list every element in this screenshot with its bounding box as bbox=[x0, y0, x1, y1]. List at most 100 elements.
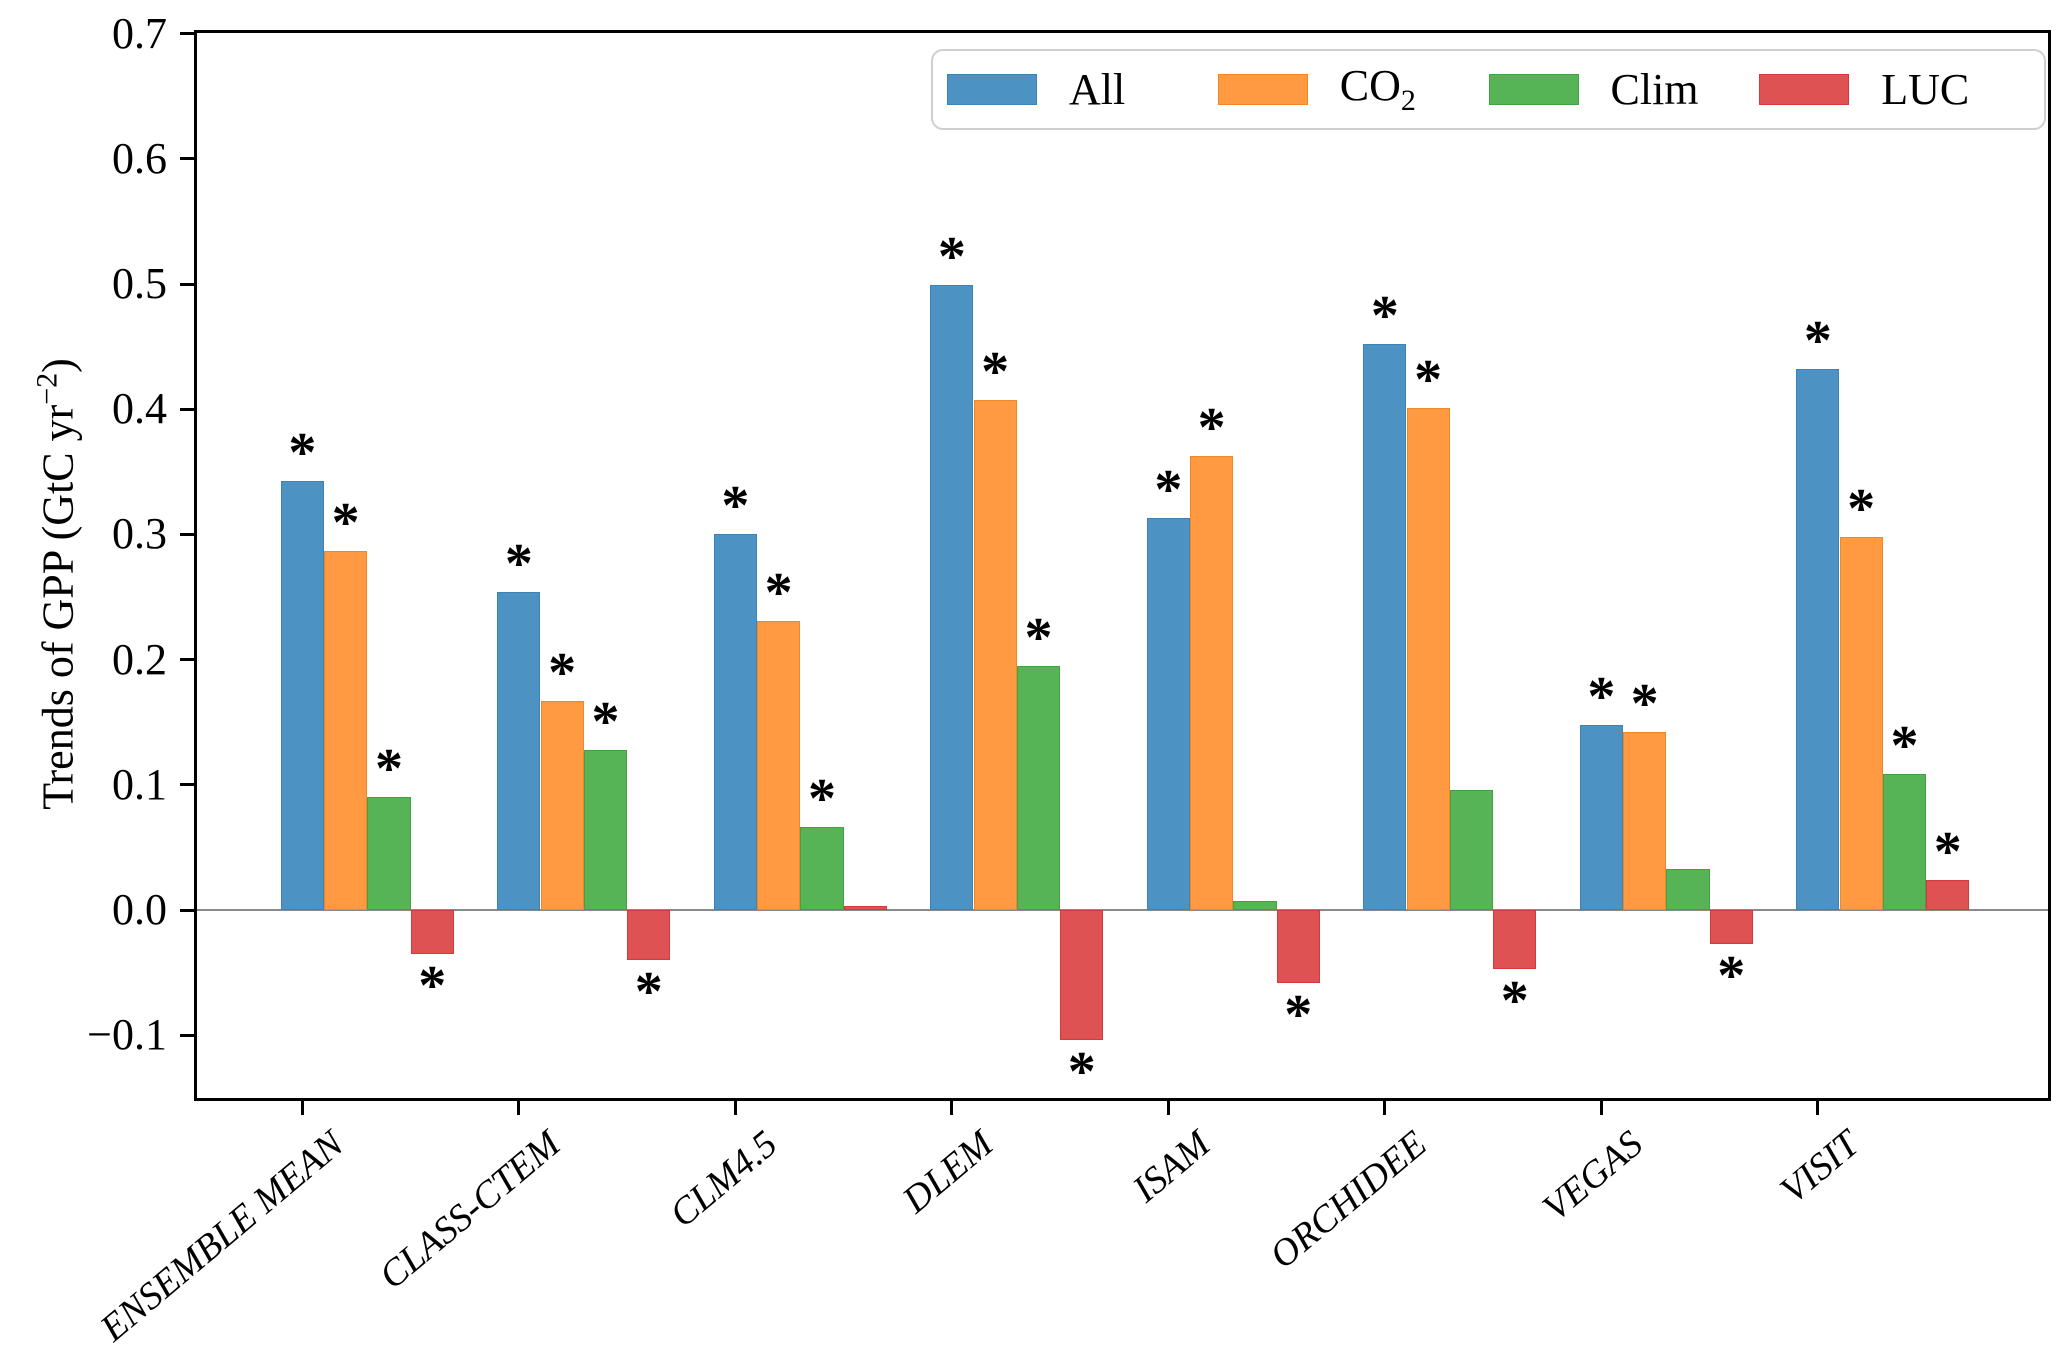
x-tick-label-class-ctem: CLASS-CTEM bbox=[371, 1122, 569, 1298]
bar-all-ensemble-mean bbox=[280, 480, 324, 910]
y-tick-label: 0.2 bbox=[112, 634, 167, 684]
significance-asterisk: * bbox=[288, 421, 317, 484]
legend-label-luc: LUC bbox=[1881, 64, 1970, 114]
significance-asterisk: * bbox=[548, 641, 577, 704]
y-tick-label: 0.0 bbox=[112, 885, 167, 934]
bar-all-vegas bbox=[1579, 724, 1623, 910]
y-tick-label: −0.1 bbox=[87, 1010, 167, 1060]
bar-luc-visit bbox=[1926, 879, 1970, 910]
x-tick-mark bbox=[1166, 1101, 1170, 1115]
y-tick-mark bbox=[180, 32, 194, 36]
bar-co2-class-ctem bbox=[540, 700, 584, 910]
y-tick-label: 0.1 bbox=[112, 759, 167, 809]
y-tick-mark bbox=[180, 532, 194, 536]
x-tick-mark bbox=[300, 1101, 304, 1115]
bar-luc-orchidee bbox=[1493, 910, 1537, 969]
significance-asterisk: * bbox=[1933, 820, 1962, 883]
x-tick-label-vegas: VEGAS bbox=[1535, 1122, 1651, 1230]
y-axis-label-text: Trends of GPP (GtC yr bbox=[33, 404, 83, 810]
bar-co2-ensemble-mean bbox=[324, 550, 368, 910]
significance-asterisk: * bbox=[1370, 285, 1399, 348]
zero-line bbox=[197, 909, 2048, 911]
x-tick-label-clm4-5: CLM4.5 bbox=[661, 1122, 785, 1236]
bar-co2-vegas bbox=[1623, 732, 1667, 910]
y-tick-label: 0.6 bbox=[112, 133, 167, 183]
x-tick-label-isam: ISAM bbox=[1124, 1122, 1218, 1211]
legend-label-subscript: 2 bbox=[1400, 83, 1416, 117]
bar-co2-isam bbox=[1190, 455, 1234, 910]
significance-asterisk: * bbox=[1067, 1041, 1096, 1104]
x-tick-mark bbox=[517, 1101, 521, 1115]
y-tick-mark bbox=[180, 407, 194, 411]
x-tick-label-visit: VISIT bbox=[1772, 1122, 1868, 1212]
x-tick-label-ensemble-mean: ENSEMBLE MEAN bbox=[92, 1122, 352, 1350]
significance-asterisk: * bbox=[1024, 606, 1053, 669]
significance-asterisk: * bbox=[1284, 983, 1313, 1046]
significance-asterisk: * bbox=[1414, 348, 1443, 411]
bar-all-dlem bbox=[930, 285, 974, 910]
legend-swatch-clim bbox=[1488, 74, 1579, 105]
y-axis-label-suffix: ) bbox=[33, 358, 83, 373]
legend-label-co2: CO2 bbox=[1339, 60, 1416, 117]
legend-item-all: All bbox=[947, 67, 1218, 112]
x-tick-mark bbox=[950, 1101, 954, 1115]
y-tick-mark bbox=[180, 783, 194, 787]
legend-swatch-co2 bbox=[1217, 73, 1308, 105]
bar-luc-ensemble-mean bbox=[410, 910, 454, 954]
x-tick-mark bbox=[1383, 1101, 1387, 1115]
bar-clim-clm4-5 bbox=[800, 827, 844, 910]
significance-asterisk: * bbox=[1154, 459, 1183, 522]
y-tick-mark bbox=[180, 1033, 194, 1037]
legend-label-clim: Clim bbox=[1610, 64, 1699, 114]
significance-asterisk: * bbox=[1587, 665, 1616, 728]
significance-asterisk: * bbox=[1717, 944, 1746, 1007]
y-tick-mark bbox=[180, 658, 194, 662]
bar-luc-dlem bbox=[1060, 910, 1104, 1041]
legend-swatch-luc bbox=[1759, 74, 1850, 105]
bar-all-visit bbox=[1796, 369, 1840, 910]
y-tick-label: 0.7 bbox=[112, 8, 167, 58]
significance-asterisk: * bbox=[1803, 310, 1832, 373]
legend-item-clim: Clim bbox=[1488, 64, 1760, 114]
y-tick-mark bbox=[180, 908, 194, 912]
bar-all-isam bbox=[1146, 518, 1190, 910]
bar-clim-dlem bbox=[1016, 665, 1061, 910]
significance-asterisk: * bbox=[1847, 477, 1876, 540]
significance-asterisk: * bbox=[1500, 969, 1529, 1032]
bar-co2-clm4-5 bbox=[757, 620, 801, 910]
bar-clim-orchidee bbox=[1449, 789, 1494, 910]
y-tick-label: 0.4 bbox=[112, 384, 167, 434]
gpp-trends-bar-chart: Trends of GPP (GtC yr−2) * * * * * * * * * * * * * * *… bbox=[31, 8, 2051, 1350]
plot-area: * * * * * * * * * * * * * * * * * * * * * * * * * * * * bbox=[197, 33, 2048, 1104]
significance-asterisk: * bbox=[807, 768, 836, 831]
bar-luc-clm4-5 bbox=[843, 906, 887, 910]
bar-luc-vegas bbox=[1709, 910, 1753, 944]
significance-asterisk: * bbox=[721, 475, 750, 538]
legend-item-luc: LUC bbox=[1759, 64, 2030, 114]
x-tick-label-dlem: DLEM bbox=[895, 1122, 1002, 1222]
significance-asterisk: * bbox=[937, 226, 966, 289]
significance-asterisk: * bbox=[504, 532, 533, 595]
significance-asterisk: * bbox=[1197, 396, 1226, 459]
legend-swatch-all bbox=[947, 74, 1037, 105]
bar-all-clm4-5 bbox=[713, 534, 757, 910]
y-tick-label: 0.3 bbox=[112, 509, 167, 559]
x-tick-mark bbox=[733, 1101, 737, 1115]
x-tick-mark bbox=[1816, 1101, 1820, 1115]
significance-asterisk: * bbox=[981, 341, 1010, 404]
bar-co2-dlem bbox=[973, 400, 1017, 910]
bar-co2-visit bbox=[1839, 536, 1883, 910]
significance-asterisk: * bbox=[764, 561, 793, 624]
significance-asterisk: * bbox=[591, 690, 620, 753]
bar-clim-ensemble-mean bbox=[367, 797, 411, 910]
bar-co2-orchidee bbox=[1406, 407, 1450, 910]
bar-luc-isam bbox=[1276, 910, 1320, 983]
significance-asterisk: * bbox=[1630, 673, 1659, 736]
x-tick-label-orchidee: ORCHIDEE bbox=[1261, 1122, 1435, 1278]
y-tick-mark bbox=[180, 157, 194, 161]
bar-all-orchidee bbox=[1363, 344, 1407, 910]
significance-asterisk: * bbox=[331, 491, 360, 554]
bar-clim-visit bbox=[1882, 773, 1927, 910]
x-tick-mark bbox=[1599, 1101, 1603, 1115]
bar-clim-vegas bbox=[1666, 868, 1710, 910]
